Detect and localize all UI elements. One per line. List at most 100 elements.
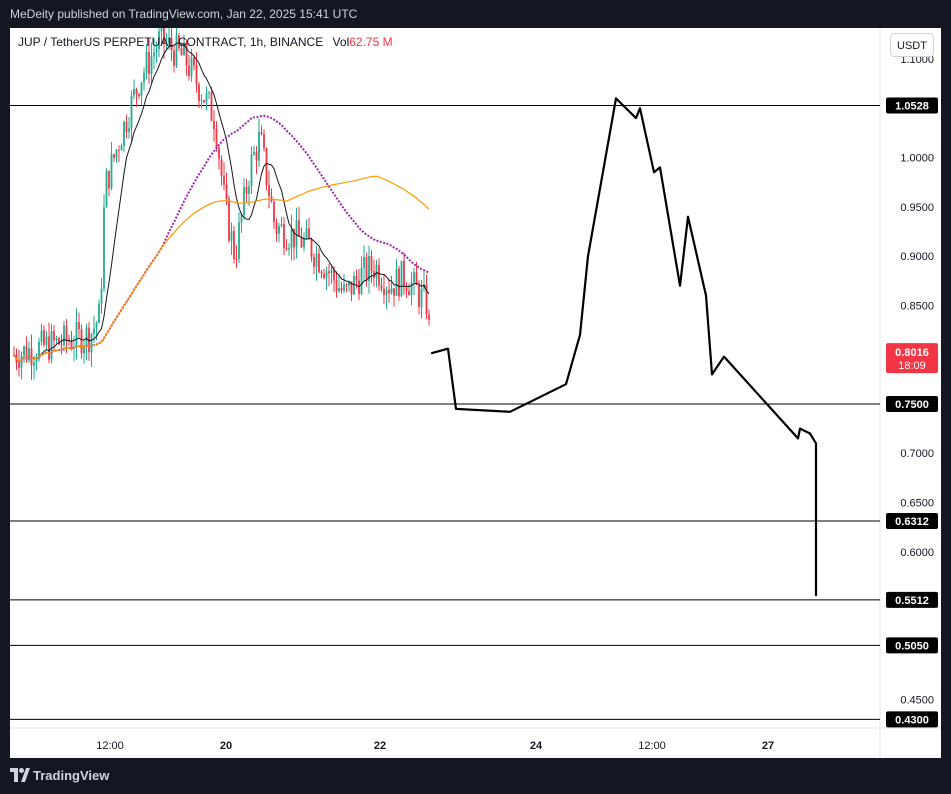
candle-body [45,336,48,345]
candle-body [53,331,55,341]
candle-body [398,268,400,297]
candle-body [188,65,190,77]
candle-body [300,236,303,248]
candle-body [135,88,138,94]
candle-body [180,48,183,56]
y-tick-label: 0.9500 [900,202,934,214]
candle-body [363,257,365,268]
level-price-label: 0.5512 [895,595,929,607]
candle-body [28,348,30,361]
candle-body [193,57,195,66]
candle-body [340,288,343,291]
candle-body [350,281,353,295]
candle-body [248,186,250,194]
candle-body [383,288,385,295]
currency-button[interactable]: USDT [890,33,934,57]
candle-body [303,237,305,248]
candle-body [405,285,408,291]
x-tick-label: 27 [762,740,774,752]
candle-body [260,132,263,135]
candle-body [283,224,285,249]
candle-body [353,275,355,295]
candle-body [333,269,335,281]
candle-body [125,121,128,133]
candle-body [208,92,210,94]
candle-body [138,93,140,97]
candle-body [225,184,228,199]
candle-body [55,337,58,341]
candle-body [110,154,113,189]
candle-body [163,28,165,45]
candle-body [200,100,203,102]
candle-body [413,272,415,283]
candle-body [313,256,315,267]
candle-body [43,330,45,345]
candle-body [385,289,388,295]
candle-body [65,325,68,341]
candle-body [80,329,83,354]
candle-body [70,341,73,349]
level-price-tag [886,711,938,728]
candle-body [78,322,80,330]
candle-body [185,42,188,66]
candle-body [285,248,288,250]
candle-body [268,185,270,197]
candle-body [315,253,318,267]
x-tick-label: 12:00 [638,740,666,752]
candle-body [170,37,173,51]
symbol-label: JUP / TetherUS PERPETUAL CONTRACT, 1h, B… [18,35,324,49]
candle-body [148,51,150,75]
candle-body [38,341,40,360]
candle-body [203,100,205,103]
candle-body [150,56,153,75]
candle-body [40,330,43,342]
y-tick-label: 0.6500 [900,497,934,509]
candle-body [273,201,275,222]
candle-body [195,65,198,85]
candle-body [120,145,123,151]
candle-body [205,93,208,103]
x-tick-label: 20 [220,740,232,752]
y-tick-label: 0.6000 [900,547,934,559]
ma-line-orange [13,175,430,363]
candle-body [305,228,308,238]
candle-body [133,88,135,96]
candle-body [178,35,180,49]
candle-body [318,253,320,273]
candle-body [20,355,23,368]
candle-body [395,268,398,296]
candle-body [388,289,390,294]
candle-body [103,207,105,289]
candle-body [123,121,125,146]
tradingview-logo-icon [10,768,30,782]
candle-body [83,346,85,354]
candle-body [175,35,178,66]
candle-body [118,149,120,151]
candle-body [390,288,393,294]
candle-body [425,284,428,315]
candle-body [323,273,325,279]
candle-body [58,337,60,345]
chart-panel[interactable]: 1.1000 1.0000 0.9500 0.9000 0.8500 0.7000 0.65… [10,28,941,758]
candle-body [160,28,163,32]
current-price-tag [886,343,938,374]
projection-path [430,97,818,597]
price-chart[interactable]: 1.1000 1.0000 0.9500 0.9000 0.8500 0.7000 0.65… [10,28,941,758]
candle-body [403,260,405,286]
candle-body [218,147,220,159]
candle-body [158,31,160,50]
y-tick-label: 0.8500 [900,300,934,312]
candle-body [288,247,290,250]
candle-body [60,344,63,346]
candle-body [198,84,200,101]
candle-body [210,92,213,121]
candle-body [115,149,118,158]
candle-body [373,271,375,278]
candle-body [63,325,65,345]
x-tick-label: 12:00 [96,740,124,752]
level-price-tag [886,395,938,412]
candle-countdown-label: 18:09 [898,360,926,372]
candle-body [418,285,420,307]
candle-body [310,239,313,257]
candle-body [113,154,115,158]
